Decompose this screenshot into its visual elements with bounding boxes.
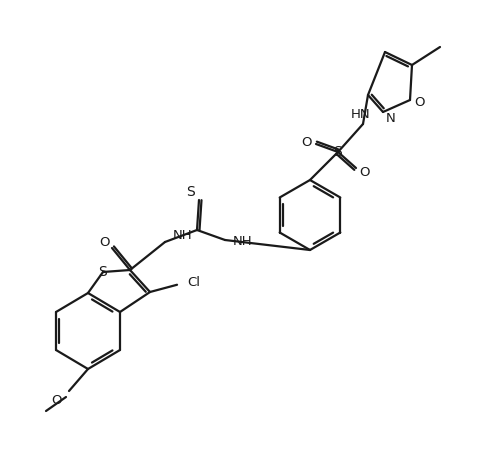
Text: O: O [51,394,62,408]
Text: N: N [385,111,395,125]
Text: O: O [359,166,370,178]
Text: S: S [186,185,195,199]
Text: S: S [98,265,107,279]
Text: NH: NH [173,229,192,243]
Text: O: O [301,136,312,148]
Text: O: O [414,96,424,110]
Text: Cl: Cl [187,276,200,289]
Text: NH: NH [232,236,252,248]
Text: O: O [99,237,110,249]
Text: HN: HN [350,107,370,121]
Text: S: S [333,145,342,159]
